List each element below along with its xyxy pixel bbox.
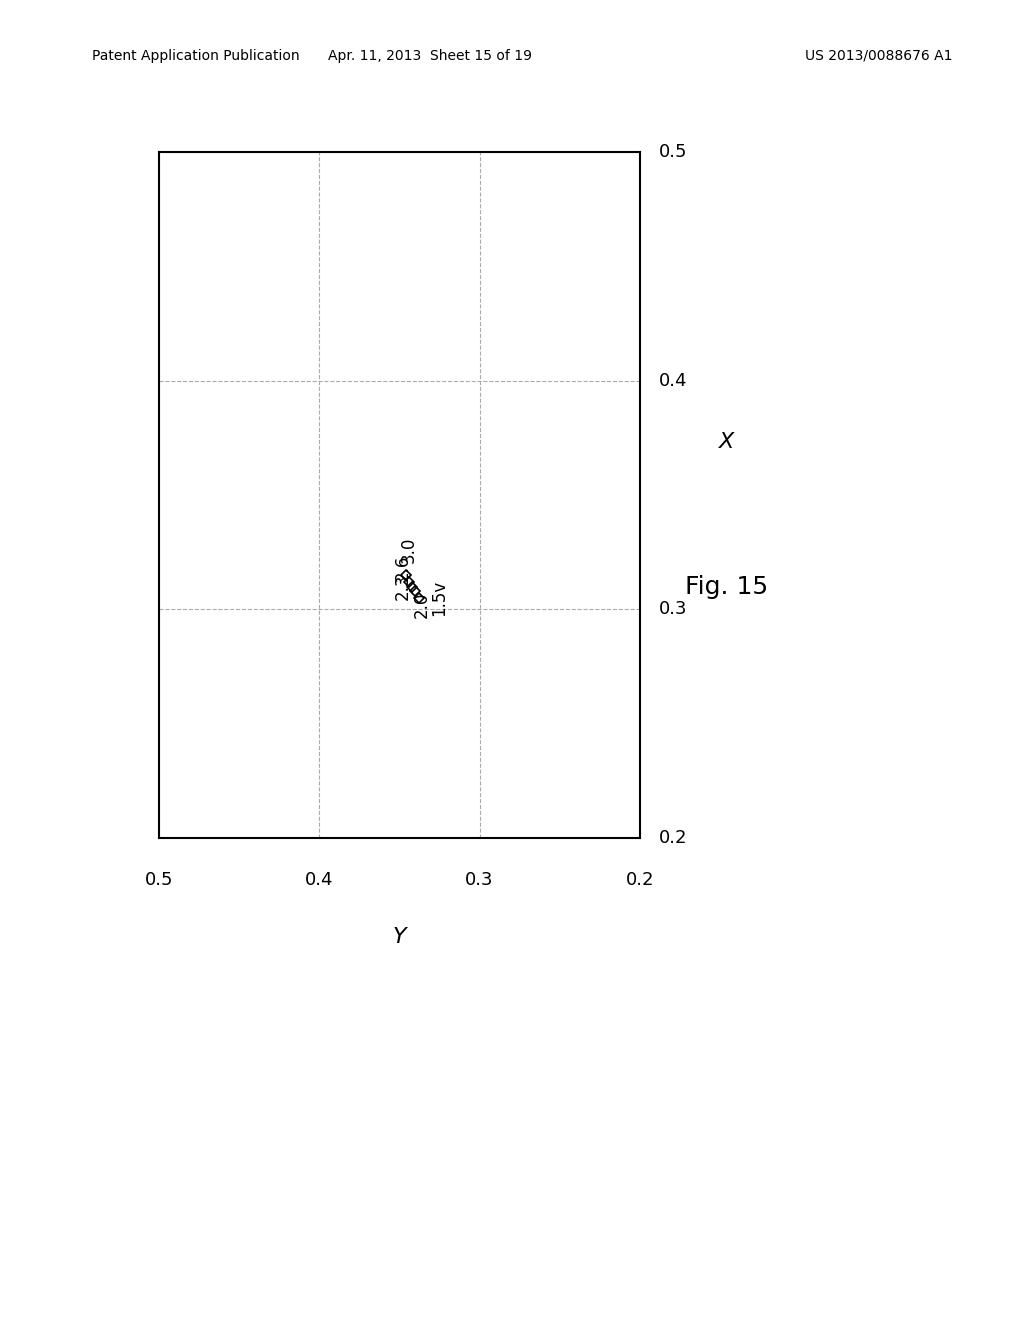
Text: X: X — [720, 432, 734, 453]
Text: Y: Y — [392, 927, 407, 948]
Text: US 2013/0088676 A1: US 2013/0088676 A1 — [805, 49, 952, 63]
Text: 0.4: 0.4 — [305, 871, 334, 890]
Text: Apr. 11, 2013  Sheet 15 of 19: Apr. 11, 2013 Sheet 15 of 19 — [328, 49, 532, 63]
Text: 2.3: 2.3 — [393, 573, 412, 599]
Text: Patent Application Publication: Patent Application Publication — [92, 49, 300, 63]
Text: 2.0: 2.0 — [413, 591, 431, 618]
Text: 0.3: 0.3 — [658, 601, 687, 618]
Text: 0.2: 0.2 — [626, 871, 654, 890]
Text: 2.6: 2.6 — [393, 554, 412, 581]
Text: Fig. 15: Fig. 15 — [685, 576, 769, 599]
Text: 1.5v: 1.5v — [430, 579, 449, 616]
Text: 3.0: 3.0 — [400, 537, 418, 564]
Text: 0.4: 0.4 — [658, 372, 687, 389]
Text: 0.5: 0.5 — [658, 143, 687, 161]
Text: 0.2: 0.2 — [658, 829, 687, 847]
Text: 0.3: 0.3 — [465, 871, 494, 890]
Text: 0.5: 0.5 — [144, 871, 173, 890]
